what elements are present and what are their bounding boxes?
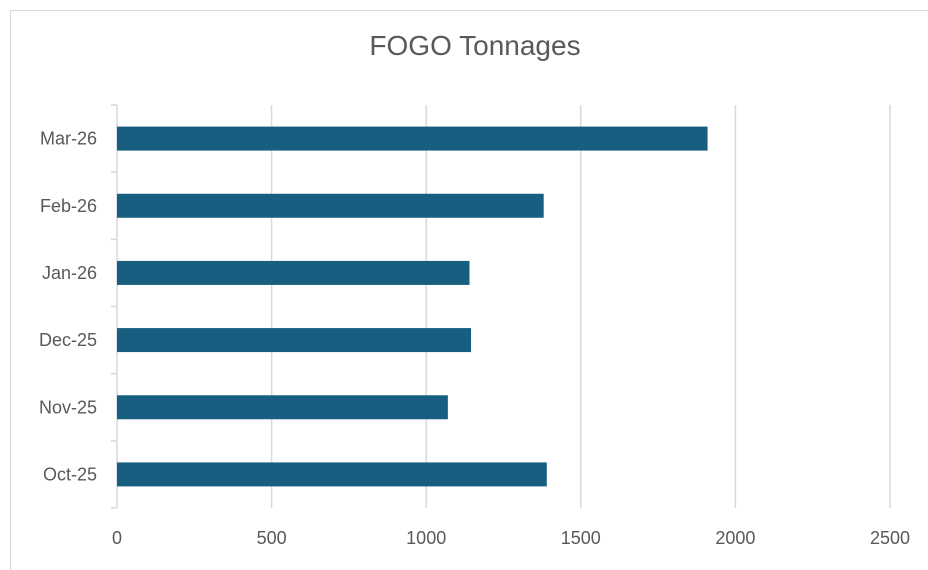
bars [117,126,708,487]
bar [117,260,470,285]
x-tick-label: 2500 [870,528,910,548]
x-tick-label: 1000 [406,528,446,548]
chart-title: FOGO Tonnages [369,30,581,61]
category-label: Oct-25 [43,464,97,484]
bar [117,193,544,218]
bar [117,395,448,420]
category-label: Feb-26 [40,196,97,216]
x-tick-labels: 0 500 1000 1500 2000 2500 [112,528,910,548]
category-label: Dec-25 [39,330,97,350]
x-tick-label: 1500 [561,528,601,548]
bar [117,328,472,353]
category-label: Mar-26 [40,129,97,149]
bar [117,462,547,487]
y-axis [111,104,118,509]
category-label: Jan-26 [42,263,97,283]
x-tick-label: 500 [257,528,287,548]
category-labels: Oct-25 Nov-25 Dec-25 Jan-26 Feb-26 Mar-26 [39,129,97,485]
bar [117,126,708,151]
gridlines [270,105,891,508]
category-label: Nov-25 [39,397,97,417]
x-tick-label: 0 [112,528,122,548]
x-tick-label: 2000 [715,528,755,548]
